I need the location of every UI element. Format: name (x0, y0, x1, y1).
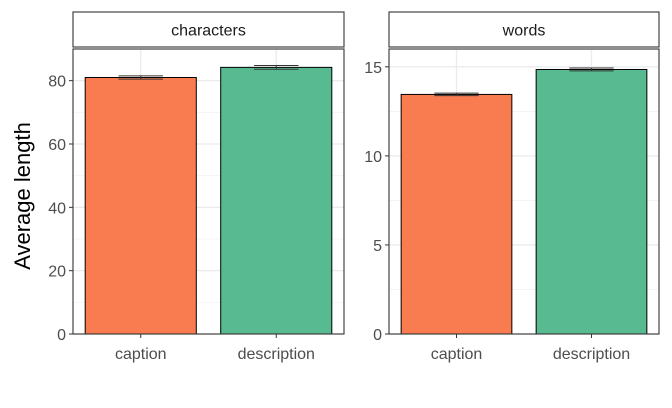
facet-label: words (502, 23, 546, 40)
facet-strip (72, 11, 345, 48)
x-tick-label: description (238, 346, 315, 363)
panel-words: words 0 5 10 15 caption description (364, 11, 660, 363)
bar-description (535, 68, 648, 335)
bar-caption (84, 77, 197, 335)
y-tick-label: 15 (364, 60, 382, 77)
x-tick-label: description (553, 346, 630, 363)
y-tick-label: 40 (48, 200, 66, 217)
facet-label: characters (171, 23, 246, 40)
y-tick-label: 0 (373, 327, 382, 344)
x-tick-label: caption (115, 346, 167, 363)
y-tick-label: 10 (364, 149, 382, 166)
x-tick-label: caption (431, 346, 483, 363)
panel-border (72, 48, 345, 335)
y-axis-label: Average length (10, 122, 35, 270)
bar-caption (400, 93, 513, 335)
panel-characters: characters 0 20 40 60 80 caption description (48, 11, 345, 363)
y-tick-label: 5 (373, 238, 382, 255)
y-tick-label: 60 (48, 137, 66, 154)
y-tick-label: 80 (48, 74, 66, 91)
y-tick-label: 20 (48, 264, 66, 281)
panel-border (388, 48, 660, 335)
facet-strip (388, 11, 660, 48)
bar-description (220, 66, 333, 335)
y-tick-label: 0 (57, 327, 66, 344)
